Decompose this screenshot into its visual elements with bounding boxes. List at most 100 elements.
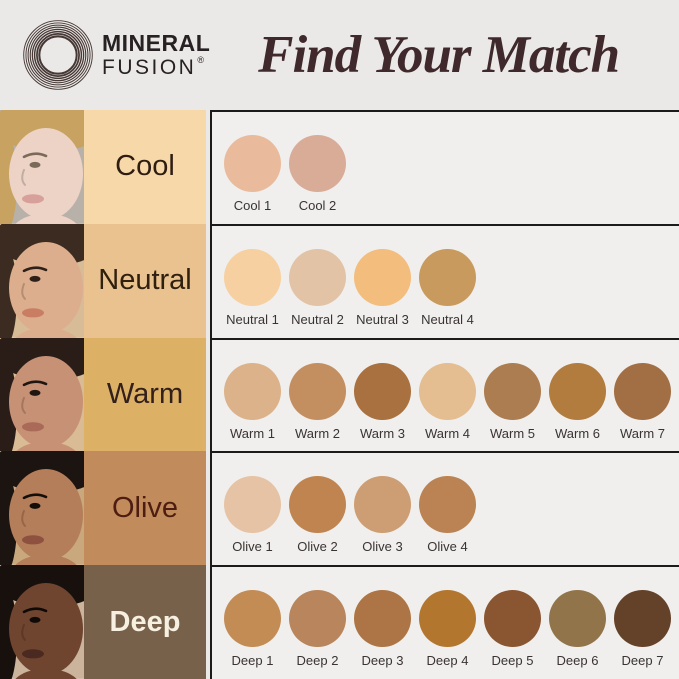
model-face-photo: [0, 451, 84, 566]
shade-swatch-label: Neutral 3: [356, 311, 409, 327]
shade-swatch-label: Olive 1: [232, 539, 273, 555]
shade-swatch-circle: [224, 248, 281, 306]
shade-row: Olive Olive 1 Olive 2 Olive 3 Olive 4: [0, 451, 679, 566]
shade-swatch-label: Olive 3: [362, 539, 403, 555]
shade-swatch-label: Warm 7: [619, 425, 666, 441]
concentric-circles-icon: [23, 20, 93, 90]
shade-swatch: Warm 4: [419, 362, 476, 452]
shade-row: Cool Cool 1 Cool 2: [0, 110, 679, 224]
shade-swatch-label: Warm 6: [554, 425, 601, 441]
brand-name: MINERAL FUSION ®: [102, 30, 211, 79]
shade-swatch: Neutral 2: [289, 248, 346, 338]
shade-family-band: Deep: [84, 565, 206, 679]
shade-family-band: Neutral: [84, 223, 206, 338]
shade-swatch: Neutral 4: [419, 248, 476, 338]
shade-swatch: Warm 5: [484, 362, 541, 452]
shade-swatch: Warm 7: [614, 362, 671, 452]
shade-family-band: Olive: [84, 451, 206, 566]
shade-swatch-circle: [289, 476, 346, 534]
registered-trademark: ®: [197, 55, 207, 65]
shade-swatch: Warm 2: [289, 362, 346, 452]
shade-swatch-label: Warm 5: [489, 425, 536, 441]
shade-swatch-circle: [419, 248, 476, 306]
shade-swatch-circle: [224, 476, 281, 534]
shade-swatch-label: Deep 3: [361, 653, 404, 669]
shade-swatch: Deep 4: [419, 590, 476, 679]
shade-family-label: Deep: [109, 605, 181, 638]
swatch-panel: Deep 1 Deep 2 Deep 3 Deep 4 Deep 5: [210, 565, 679, 679]
shade-swatch: Deep 2: [289, 590, 346, 679]
shade-swatch-circle: [614, 362, 671, 420]
shade-swatch: Deep 3: [354, 590, 411, 679]
shade-swatch-circle: [419, 590, 476, 648]
shade-swatch-label: Warm 2: [294, 425, 341, 441]
shade-swatch: Deep 1: [224, 590, 281, 679]
shade-swatch-circle: [484, 362, 541, 420]
shade-swatch-label: Warm 3: [359, 425, 406, 441]
brand-name-line1: MINERAL: [102, 30, 211, 56]
model-face-photo: [0, 565, 84, 679]
swatch-panel: Cool 1 Cool 2: [210, 110, 679, 224]
shade-swatch-label: Warm 4: [424, 425, 471, 441]
swatch-panel: Olive 1 Olive 2 Olive 3 Olive 4: [210, 451, 679, 566]
face-illustration: [0, 110, 84, 224]
shade-swatch-circle: [549, 362, 606, 420]
shade-row: Neutral Neutral 1 Neutral 2 Neutral 3: [0, 223, 679, 338]
shade-family-label: Cool: [115, 150, 175, 183]
brand-name-line2: FUSION: [102, 56, 197, 79]
shade-swatch-circle: [484, 590, 541, 648]
shade-swatch-circle: [224, 135, 281, 192]
shade-swatch: Cool 2: [289, 135, 346, 224]
model-face-photo: [0, 337, 84, 452]
shade-swatch: Deep 7: [614, 590, 671, 679]
shade-swatch-label: Cool 1: [233, 198, 272, 213]
shade-swatch: Deep 6: [549, 590, 606, 679]
shade-swatch-circle: [549, 590, 606, 648]
shade-swatch-label: Deep 1: [231, 653, 274, 669]
shade-swatch: Olive 1: [224, 476, 281, 565]
swatch-panel: Neutral 1 Neutral 2 Neutral 3 Neutral 4: [210, 223, 679, 338]
shade-swatch-circle: [614, 590, 671, 648]
shade-swatch-label: Neutral 4: [421, 311, 474, 327]
face-illustration: [0, 223, 84, 338]
shade-family-label: Olive: [111, 491, 179, 524]
header: MINERAL FUSION ® Find Your Match: [0, 0, 679, 110]
shade-swatch: Warm 1: [224, 362, 281, 452]
shade-swatch-circle: [289, 362, 346, 420]
model-face-photo: [0, 223, 84, 338]
shade-swatch-circle: [224, 362, 281, 420]
shade-swatch-circle: [419, 476, 476, 534]
model-face-photo: [0, 110, 84, 224]
face-illustration: [0, 337, 84, 452]
shade-swatch-label: Olive 4: [427, 539, 468, 555]
shade-swatch-label: Deep 5: [491, 653, 534, 669]
shade-row: Deep Deep 1 Deep 2 Deep 3 Deep 4: [0, 565, 679, 679]
shade-swatch: Olive 4: [419, 476, 476, 565]
shade-swatch-circle: [354, 248, 411, 306]
shade-row: Warm Warm 1 Warm 2 Warm 3 Warm 4: [0, 337, 679, 452]
shade-swatch: Warm 6: [549, 362, 606, 452]
shade-swatch: Neutral 1: [224, 248, 281, 338]
shade-family-label: Warm: [106, 377, 184, 410]
shade-swatch: Deep 5: [484, 590, 541, 679]
shade-family-band: Warm: [84, 337, 206, 452]
shade-swatch-circle: [354, 476, 411, 534]
shade-swatch-circle: [354, 362, 411, 420]
shade-rows: Cool Cool 1 Cool 2: [0, 110, 679, 679]
shade-swatch: Warm 3: [354, 362, 411, 452]
shade-swatch-circle: [354, 590, 411, 648]
shade-swatch-label: Cool 2: [298, 198, 337, 213]
face-illustration: [0, 565, 84, 679]
brand-logo: MINERAL FUSION ®: [22, 19, 210, 91]
shade-swatch-label: Olive 2: [297, 539, 338, 555]
page-title: Find Your Match: [258, 26, 620, 84]
shade-swatch-circle: [224, 590, 281, 648]
shade-swatch: Olive 3: [354, 476, 411, 565]
shade-swatch-label: Warm 1: [229, 425, 276, 441]
shade-swatch-label: Deep 2: [296, 653, 339, 669]
swatch-panel: Warm 1 Warm 2 Warm 3 Warm 4 Warm 5: [210, 337, 679, 452]
shade-swatch-label: Deep 6: [556, 653, 599, 669]
shade-family-band: Cool: [84, 110, 206, 224]
shade-swatch-circle: [289, 248, 346, 306]
shade-swatch-label: Deep 7: [621, 653, 664, 669]
